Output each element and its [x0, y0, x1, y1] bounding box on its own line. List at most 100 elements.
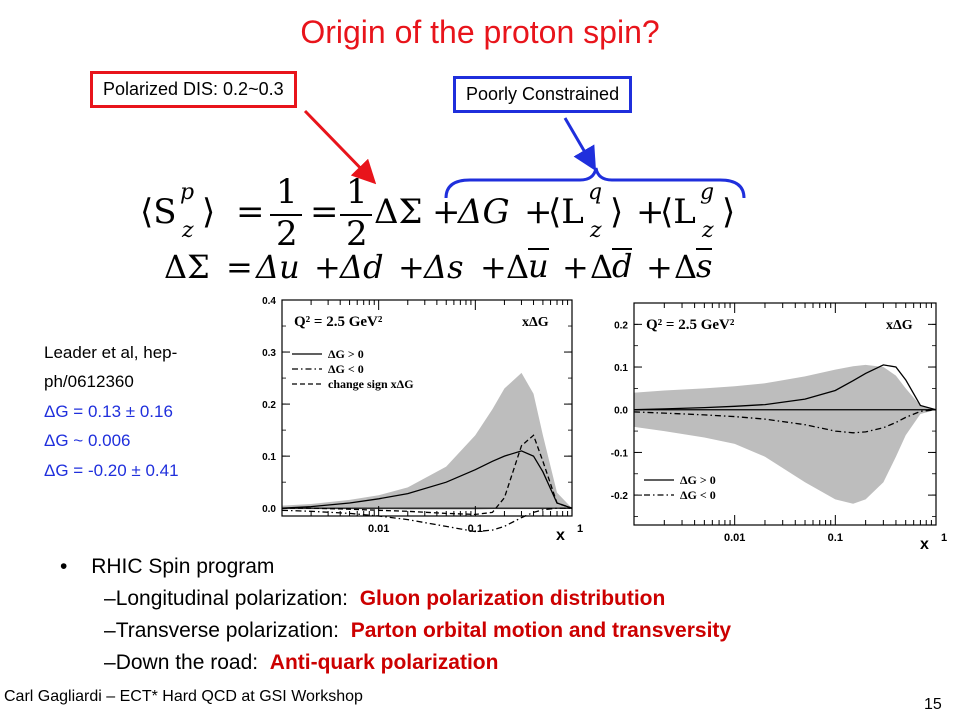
eq2-plus-4: + [562, 248, 589, 286]
y-tick-label: 0.4 [262, 296, 276, 307]
y-tick-label: 0.2 [262, 400, 276, 411]
sub-bullet-highlight: Gluon polarization distribution [359, 587, 666, 610]
bullet-main-text: RHIC Spin program [91, 555, 275, 578]
bullet-dot: • [60, 555, 68, 578]
y-tick-label: 0.3 [262, 348, 276, 359]
eq1-half-num-1: 1 [276, 172, 298, 212]
eq1-plus-2: + [524, 192, 553, 232]
eq1-lhs-close: ⟩ [202, 192, 216, 232]
eq1-lhs-sup: p [180, 180, 195, 205]
eq1-half-num-2: 1 [346, 172, 368, 212]
x-tick-label: 0.01 [368, 523, 389, 535]
plot-title-label: xΔG [522, 315, 549, 330]
sub-bullet-text: Transverse polarization: [115, 619, 351, 642]
eq1-lg-open: ⟨L [660, 192, 696, 232]
eq2-delta-ubar-delta: Δ [506, 248, 530, 286]
eq1-half-den-1: 2 [276, 214, 298, 254]
eq2-ubar: u [528, 247, 549, 285]
eq1-lg-sub: z [702, 218, 714, 243]
sub-bullet-1: –Longitudinal polarization: Gluon polari… [104, 587, 665, 611]
polarized-dis-box: Polarized DIS: 0.2~0.3 [90, 71, 297, 108]
legend-entry: ΔG > 0 [680, 473, 716, 487]
spin-sum-equation: ⟨S p z ⟩ = 1 2 = 1 2 ΔΣ + ΔG + ⟨L q z ⟩ … [140, 172, 940, 254]
plot-right: 0.01 0.1 1x 0.2 0.1 0.0 -0.1 -0.2 Q² = 2.5 GeV² x… [611, 302, 947, 550]
eq1-delta-sigma: ΔΣ [374, 192, 423, 232]
eq1-lhs-sub: z [182, 218, 194, 243]
reference-line-2: ph/0612360 [44, 372, 134, 391]
red-arrow [303, 109, 377, 185]
eq1-delta-g: ΔG [458, 192, 510, 232]
eq2-plus-2: + [398, 248, 425, 286]
eq2-delta-s: Δs [424, 248, 464, 286]
eq2-sbar: s [696, 247, 713, 285]
eq1-half-den-2: 2 [346, 214, 368, 254]
sub-bullet-dash: – [104, 651, 116, 674]
series-line-1 [633, 364, 937, 411]
eq1-equals-1: = [236, 192, 265, 232]
eq2-delta-d: Δd [340, 248, 384, 286]
sub-bullet-text: Longitudinal polarization: [115, 587, 360, 610]
plot-frame [281, 299, 573, 517]
eq1-lq-sub: z [590, 218, 602, 243]
reference-line-1: Leader et al, hep- [44, 343, 178, 362]
footer-text: Carl Gagliardi – ECT* Hard QCD at GSI Wo… [4, 688, 363, 705]
quark-spin-equation: ΔΣ = Δu + Δd + Δs + Δ u + Δ d + Δ s [164, 246, 764, 294]
slide-title: Origin of the proton spin? [300, 14, 660, 50]
sub-bullet-text: Down the road: [115, 651, 270, 674]
x-tick-label: 0.1 [468, 523, 483, 535]
uncertainty-band [282, 372, 572, 510]
series-line-1 [281, 450, 573, 509]
series-line-2 [281, 507, 572, 533]
uncertainty-band [634, 364, 936, 504]
eq2-equals: = [226, 248, 253, 286]
poorly-constrained-box: Poorly Constrained [453, 76, 633, 113]
plot-left: 0.01 0.1 1x 0.0 0.1 0.2 0.3 0.4 Q² = 2.5 GeV² xΔG… [262, 296, 583, 544]
x-tick-label: 1 [941, 532, 947, 544]
bullet-main: • RHIC Spin program [60, 555, 274, 579]
series-line-3 [282, 434, 573, 516]
eq1-lhs: ⟨S [140, 192, 177, 232]
sub-bullet-2: –Transverse polarization: Parton orbital… [104, 619, 731, 643]
reference-line-5: ΔG = -0.20 ± 0.41 [44, 461, 179, 480]
x-axis-label: x [556, 527, 565, 544]
eq1-lq-close: ⟩ [610, 192, 624, 232]
legend-entry: ΔG < 0 [680, 488, 716, 502]
eq2-plus-1: + [314, 248, 341, 286]
eq1-lg-close: ⟩ [722, 192, 736, 232]
legend-entry: ΔG > 0 [328, 347, 364, 361]
page-number: 15 [924, 696, 942, 713]
eq1-plus-3: + [636, 192, 665, 232]
eq2-plus-5: + [646, 248, 673, 286]
sub-bullet-highlight: Parton orbital motion and transversity [350, 619, 732, 642]
eq2-lhs: ΔΣ [164, 248, 210, 286]
plot-title: Q² = 2.5 GeV² [294, 314, 383, 330]
eq2-dbar: d [612, 247, 633, 285]
eq2-delta-sbar-delta: Δ [674, 248, 698, 286]
plot-title: Q² = 2.5 GeV² [646, 317, 735, 333]
sub-bullet-dash: – [104, 587, 116, 610]
y-tick-label: -0.1 [611, 448, 629, 459]
eq2-delta-dbar-delta: Δ [590, 248, 614, 286]
eq2-plus-3: + [480, 248, 507, 286]
y-tick-label: 0.1 [262, 452, 276, 463]
x-tick-label: 1 [577, 523, 583, 535]
eq1-lg-sup: g [700, 180, 715, 205]
blue-arrow [563, 117, 597, 172]
plot-frame [633, 302, 937, 526]
sub-bullet-3: –Down the road: Anti-quark polarization [104, 651, 498, 675]
y-tick-label: 0.1 [614, 363, 628, 374]
eq2-delta-u: Δu [256, 248, 300, 286]
sub-bullet-highlight: Anti-quark polarization [269, 651, 499, 674]
eq1-lq-open: ⟨L [548, 192, 584, 232]
y-tick-label: 0.0 [262, 504, 276, 515]
blue-brace [444, 167, 746, 199]
eq1-equals-2: = [310, 192, 339, 232]
x-tick-label: 0.01 [724, 532, 745, 544]
y-tick-label: 0.0 [614, 406, 628, 417]
reference-line-4: ΔG ~ 0.006 [44, 431, 131, 450]
legend-entry: ΔG < 0 [328, 362, 364, 376]
plot-title-label: xΔG [886, 318, 913, 333]
x-tick-label: 0.1 [828, 532, 843, 544]
reference-line-3: ΔG = 0.13 ± 0.16 [44, 402, 173, 421]
